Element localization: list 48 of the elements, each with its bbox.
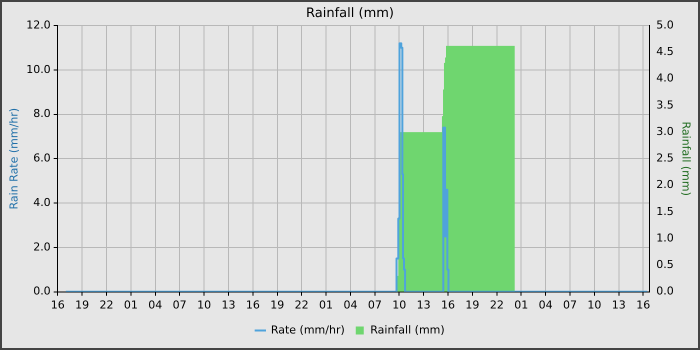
x-tick-label: 13	[416, 298, 431, 312]
x-tick-label: 19	[75, 298, 90, 312]
x-tick-label: 10	[587, 298, 602, 312]
x-tick-label: 13	[221, 298, 236, 312]
chart-title: Rainfall (mm)	[306, 6, 394, 22]
x-tick-label: 22	[294, 298, 309, 312]
x-tick-label: 16	[246, 298, 260, 312]
x-tick-label: 16	[441, 298, 456, 312]
x-tick-label: 22	[99, 298, 114, 312]
y2-tick-label: 2.0	[656, 178, 674, 192]
x-tick-label: 07	[563, 298, 578, 312]
x-tick-label: 07	[368, 298, 382, 312]
x-tick-label: 01	[514, 298, 528, 312]
y2-tick-label: 3.0	[656, 124, 674, 138]
y2-tick-label: 1.5	[656, 204, 674, 218]
y2-tick-label: 0.5	[656, 258, 674, 272]
y-tick-label: 12.0	[26, 18, 51, 32]
x-tick-label: 01	[124, 298, 138, 312]
y-tick-label: 4.0	[33, 196, 51, 209]
y-tick-label: 0.0	[33, 284, 51, 298]
y-axis-title: Rain Rate (mm/hr)	[7, 108, 20, 210]
y2-tick-label: 0.0	[656, 284, 674, 298]
legend-label: Rainfall (mm)	[370, 323, 445, 336]
y2-tick-label: 4.5	[656, 45, 674, 58]
x-tick-label: 13	[612, 298, 626, 312]
x-tick-label: 04	[343, 298, 358, 312]
x-tick-label: 07	[172, 298, 187, 312]
y2-tick-label: 5.0	[656, 18, 674, 32]
y2-tick-label: 1.0	[656, 231, 674, 244]
x-tick-label: 10	[392, 298, 406, 312]
y-tick-label: 6.0	[33, 152, 51, 165]
x-tick-label: 04	[538, 298, 553, 312]
x-tick-label: 16	[636, 298, 650, 312]
x-tick-label: 19	[465, 298, 480, 312]
y2-tick-label: 4.0	[656, 72, 674, 85]
y-tick-label: 2.0	[33, 240, 51, 254]
y-tick-label: 8.0	[33, 107, 51, 120]
x-tick-label: 01	[319, 298, 334, 312]
x-tick-label: 10	[197, 298, 212, 312]
x-tick-label: 04	[148, 298, 162, 312]
y2-axis-title: Rainfall (mm)	[680, 121, 693, 196]
y2-tick-label: 3.5	[656, 98, 674, 112]
y-tick-label: 10.0	[26, 62, 51, 76]
x-tick-label: 19	[270, 298, 284, 312]
x-tick-label: 22	[490, 298, 504, 312]
legend-label: Rate (mm/hr)	[270, 323, 345, 336]
y2-tick-label: 2.5	[656, 152, 674, 165]
x-tick-label: 16	[50, 298, 65, 312]
